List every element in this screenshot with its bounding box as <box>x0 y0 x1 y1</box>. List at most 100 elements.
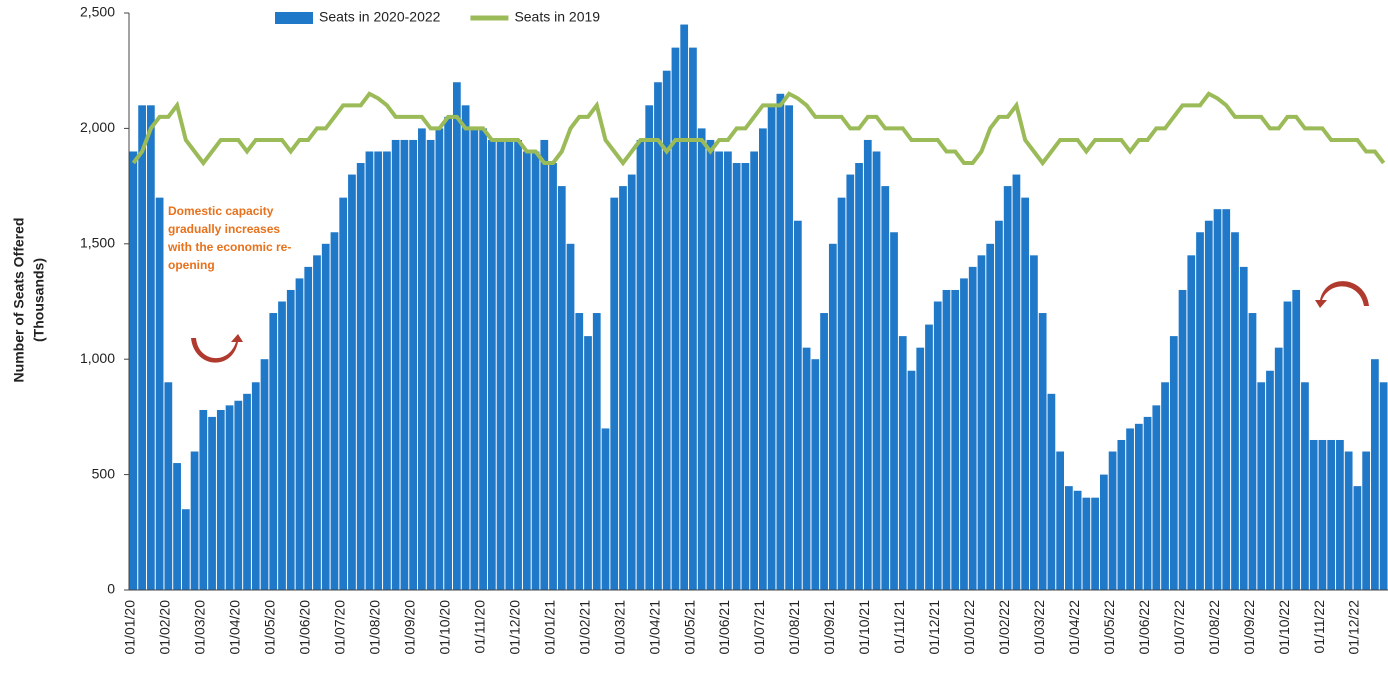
bar <box>636 139 645 590</box>
bar <box>208 416 216 590</box>
bar <box>1327 439 1336 590</box>
bar <box>671 47 680 591</box>
x-tick-label: 01/11/22 <box>1311 600 1327 654</box>
bar <box>1196 232 1204 590</box>
bar <box>313 255 321 590</box>
x-tick-label: 01/02/21 <box>576 600 592 655</box>
x-tick-label: 01/12/22 <box>1346 600 1362 655</box>
x-tick-label: 01/07/22 <box>1171 600 1187 655</box>
bar <box>1222 209 1231 590</box>
bar <box>1213 209 1222 590</box>
bar <box>461 105 470 590</box>
bar <box>785 105 793 590</box>
bar <box>566 243 575 591</box>
bar <box>584 336 592 590</box>
bar <box>1178 289 1187 590</box>
bar <box>1073 490 1082 590</box>
bar <box>1239 266 1248 590</box>
bar <box>549 163 557 590</box>
bar <box>933 301 942 590</box>
bar <box>767 105 776 590</box>
bar <box>732 163 741 590</box>
bar <box>776 93 785 590</box>
bar <box>374 151 383 591</box>
bar <box>977 255 986 590</box>
bar <box>1231 232 1239 590</box>
y-axis-label: Number of Seats Offered <box>11 218 27 383</box>
y-tick-label: 0 <box>107 581 115 597</box>
bar <box>916 347 925 590</box>
arrow-icon <box>191 334 243 363</box>
y-tick-label: 500 <box>92 465 116 481</box>
x-tick-label: 01/11/20 <box>471 600 487 654</box>
bar <box>610 197 619 590</box>
x-tick-label: 01/07/20 <box>332 600 348 655</box>
bar <box>872 151 881 591</box>
x-tick-label: 01/04/20 <box>227 600 243 655</box>
bar <box>855 163 863 590</box>
bar <box>601 428 610 590</box>
annotation: Domestic capacity <box>168 204 274 218</box>
bar <box>304 266 313 590</box>
bar <box>330 232 339 590</box>
bar <box>645 105 654 590</box>
bar <box>1344 451 1353 590</box>
x-tick-label: 01/04/22 <box>1066 600 1082 655</box>
bar <box>365 151 374 591</box>
x-tick-label: 01/05/21 <box>681 600 697 655</box>
bar <box>557 186 566 590</box>
bar <box>863 139 872 590</box>
bar <box>540 139 549 590</box>
bar <box>907 370 916 590</box>
x-tick-label: 01/02/20 <box>157 600 173 655</box>
bar <box>1266 370 1274 590</box>
bar <box>898 336 907 590</box>
bar <box>1292 289 1301 590</box>
bar <box>496 139 505 590</box>
x-tick-label: 01/03/22 <box>1031 600 1047 655</box>
bar <box>479 128 487 590</box>
bar <box>1012 174 1021 590</box>
x-tick-label: 01/07/21 <box>751 600 767 655</box>
bar <box>1248 313 1257 590</box>
bar <box>1362 451 1371 590</box>
bar <box>418 128 426 590</box>
bar <box>759 128 767 590</box>
bar <box>260 359 269 590</box>
bar <box>286 289 295 590</box>
bar <box>409 139 418 590</box>
bar <box>522 151 531 591</box>
bar <box>942 289 951 590</box>
bar <box>251 382 260 590</box>
bar <box>487 139 496 590</box>
x-tick-label: 01/10/20 <box>436 600 452 655</box>
bar <box>199 409 208 590</box>
bar <box>724 151 732 591</box>
bar <box>225 405 234 590</box>
bar <box>793 220 802 590</box>
arrow-icon <box>1315 281 1369 308</box>
bar <box>1030 255 1038 590</box>
bar <box>1038 313 1047 590</box>
bar <box>662 70 671 590</box>
bar <box>1257 382 1266 590</box>
bar <box>750 151 758 591</box>
bar <box>1126 428 1134 590</box>
bar <box>986 243 995 591</box>
bar <box>1169 336 1178 590</box>
bar <box>190 451 199 590</box>
bar <box>216 409 225 590</box>
bar <box>1204 220 1213 590</box>
x-tick-label: 01/05/20 <box>262 600 278 655</box>
bar <box>846 174 855 590</box>
bar <box>470 128 479 590</box>
bar <box>1082 497 1091 590</box>
bar <box>706 139 715 590</box>
bar <box>1021 197 1030 590</box>
bar <box>1301 382 1309 590</box>
x-tick-label: 01/08/22 <box>1206 600 1222 655</box>
annotation: gradually increases <box>168 222 280 236</box>
x-tick-label: 01/06/21 <box>716 600 732 655</box>
bar <box>531 151 540 591</box>
